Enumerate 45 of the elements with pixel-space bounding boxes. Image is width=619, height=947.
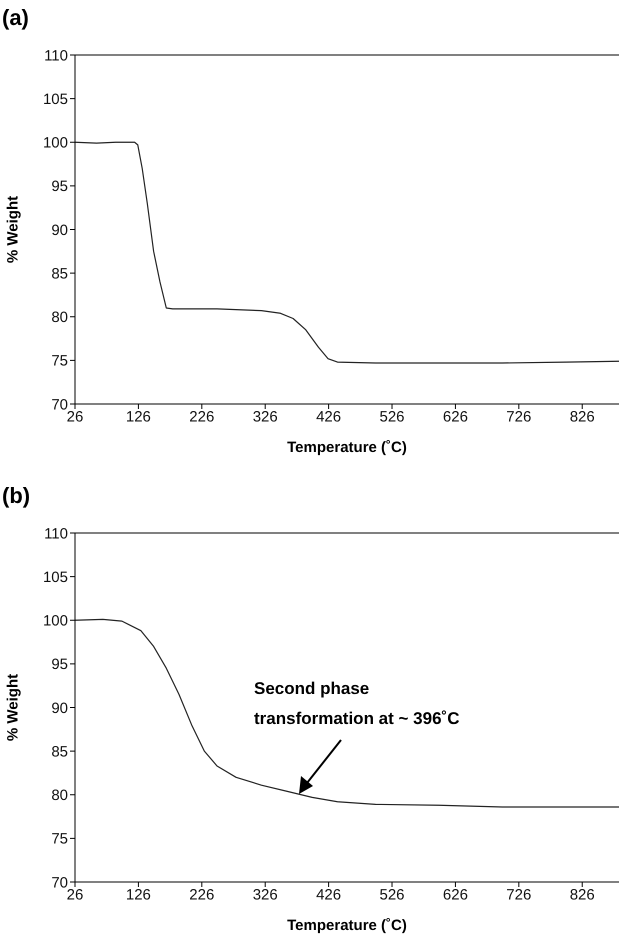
y-tick-label: 100 [42,134,68,152]
y-tick-label: 100 [42,612,68,630]
y-tick-label: 80 [51,787,68,804]
x-axis-title: Temperature (˚C) [287,917,407,934]
chart-title: (a) [1,4,30,32]
y-tick-label: 90 [51,222,68,239]
line-series [75,618,619,808]
x-tick-label: 426 [316,408,342,426]
x-tick-label: 326 [252,886,278,904]
y-tick-label: 95 [51,178,68,196]
y-tick-label: 110 [44,47,68,64]
chart-title: (b) [1,482,32,510]
x-tick-label: 526 [380,886,405,904]
x-tick-label: 626 [442,408,468,426]
x-tick-label: 26 [66,408,84,426]
x-tick-label: 426 [316,886,342,904]
y-tick-label: 105 [42,568,68,586]
x-tick-label: 726 [506,886,532,904]
x-tick-label: 226 [189,408,214,426]
y-tick-label: 85 [51,265,68,282]
y-tick-label: 75 [51,830,68,848]
y-tick-label: 85 [51,743,68,760]
y-tick-label: 80 [51,309,68,326]
x-tick-label: 726 [506,408,532,426]
x-tick-label: 26 [66,886,84,904]
y-tick-label: 105 [42,90,68,108]
x-tick-label: 126 [126,886,151,904]
y-tick-label: 110 [44,525,68,542]
y-tick-label: 70 [51,396,68,414]
y-tick-label: 70 [51,874,68,892]
y-tick-label: 75 [51,352,68,370]
x-tick-label: 126 [126,408,151,426]
x-tick-label: 826 [570,886,595,904]
annotation: Second phase transformation at ~ 396˚C [254,679,460,728]
y-axis-title: % Weight [4,674,22,742]
x-tick-label: 626 [442,886,468,904]
x-axis-title: Temperature (˚C) [287,439,407,456]
y-tick-label: 95 [51,656,68,674]
line-series [75,142,619,364]
y-tick-label: 90 [51,700,68,717]
x-tick-label: 326 [252,408,278,426]
x-tick-label: 226 [189,886,214,904]
x-tick-label: 826 [570,408,595,426]
y-axis-title: % Weight [4,196,22,264]
x-tick-label: 526 [380,408,405,426]
